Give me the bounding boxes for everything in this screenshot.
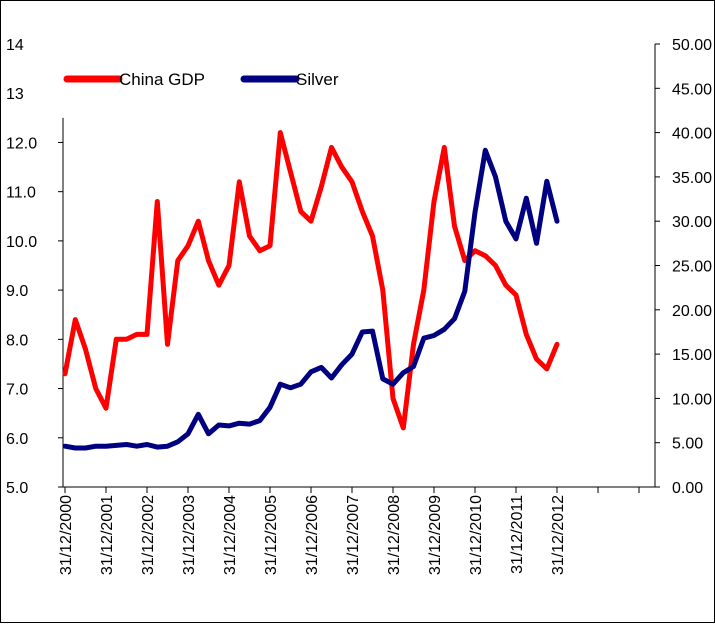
left-tick-label: 6.0 xyxy=(6,431,28,448)
x-tick-label: 31/12/2001 xyxy=(99,495,116,575)
right-tick-label: 35.00 xyxy=(672,170,712,187)
x-tick-label: 31/12/2003 xyxy=(181,495,198,575)
right-tick-label: 50.00 xyxy=(672,37,712,54)
series-lines xyxy=(62,130,560,451)
right-tick-label: 40.00 xyxy=(672,126,712,143)
right-tick-label: 20.00 xyxy=(672,303,712,320)
left-tick-label: 11.0 xyxy=(6,185,36,202)
legend: China GDP Silver xyxy=(63,70,339,89)
right-tick-label: 0.00 xyxy=(672,480,703,497)
right-tick-label: 15.00 xyxy=(672,347,712,364)
x-tick-label: 31/12/2005 xyxy=(263,495,280,575)
legend-label-silver: Silver xyxy=(296,70,339,89)
left-tick-label: 7.0 xyxy=(6,382,28,399)
right-tick-label: 30.00 xyxy=(672,214,712,231)
x-tick-label: 31/12/2004 xyxy=(222,495,239,575)
axes: 5.0 6.0 7.0 8.0 9.0 10.0 11.0 12.0 13 14 0.00 5.00 1… xyxy=(6,37,712,575)
left-tick-label: 13 xyxy=(6,86,24,103)
x-tick-label: 31/12/2009 xyxy=(427,495,444,575)
x-tick-label: 31/12/2006 xyxy=(304,495,321,575)
silver-line xyxy=(62,147,560,451)
left-tick-label: 8.0 xyxy=(6,332,28,349)
x-tick-label: 31/12/2002 xyxy=(140,495,157,575)
x-tick-label: 31/12/2010 xyxy=(468,495,485,575)
x-tick-label: 31/12/2000 xyxy=(58,495,75,575)
legend-label-china-gdp: China GDP xyxy=(119,70,205,89)
china-gdp-line xyxy=(62,130,560,431)
x-tick-label: 31/12/2008 xyxy=(386,495,403,575)
right-tick-label: 45.00 xyxy=(672,81,712,98)
left-tick-label: 9.0 xyxy=(6,283,28,300)
x-tick-label: 31/12/2011 xyxy=(509,495,526,574)
right-tick-label: 10.00 xyxy=(672,391,712,408)
x-tick-label: 31/12/2012 xyxy=(550,495,567,575)
left-tick-label: 5.0 xyxy=(6,480,28,497)
right-tick-label: 5.00 xyxy=(672,436,703,453)
left-tick-label: 14 xyxy=(6,37,24,54)
right-tick-label: 25.00 xyxy=(672,259,712,276)
x-tick-label: 31/12/2007 xyxy=(345,495,362,575)
left-tick-label: 10.0 xyxy=(6,234,37,251)
left-tick-label: 12.0 xyxy=(6,135,37,152)
